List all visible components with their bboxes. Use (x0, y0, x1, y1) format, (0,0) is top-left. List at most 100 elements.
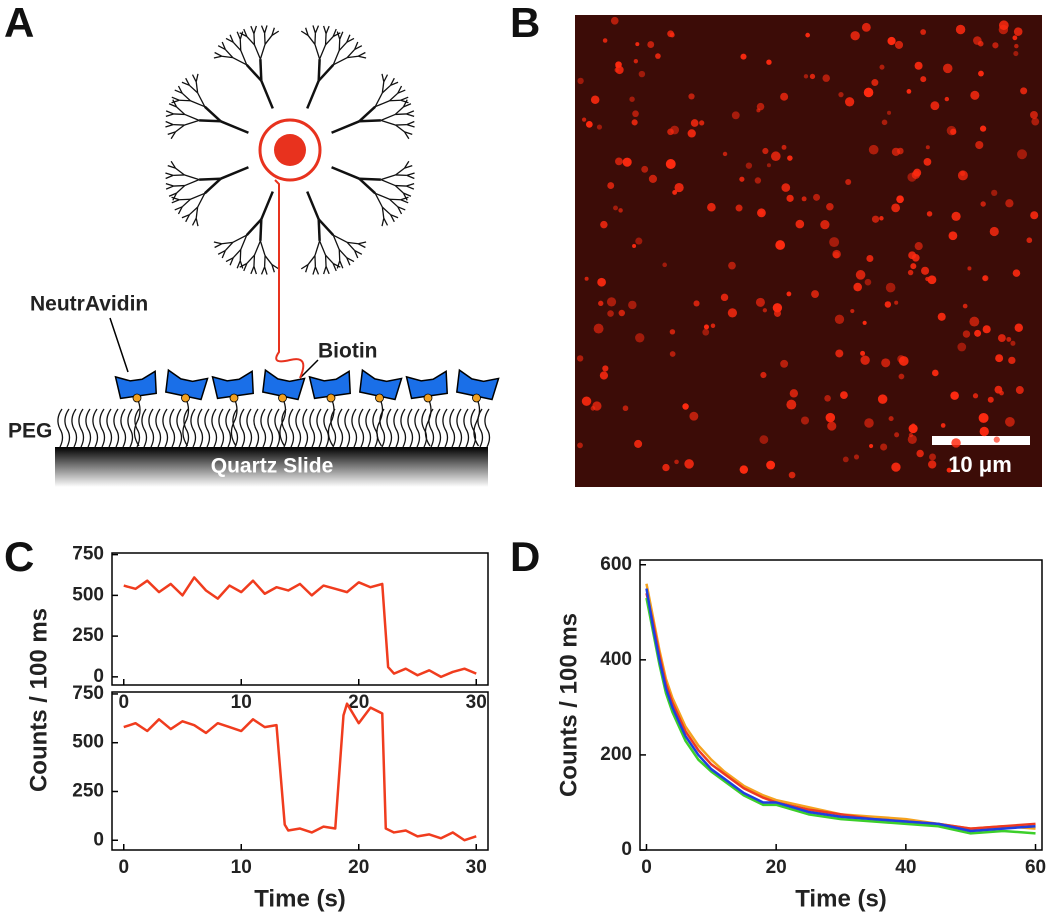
dendron (322, 25, 327, 34)
spot (861, 22, 871, 32)
dendron (397, 206, 403, 215)
spot (631, 119, 638, 126)
spot (684, 459, 694, 469)
dendron (317, 218, 335, 237)
dendron (253, 25, 258, 34)
spot (635, 42, 640, 47)
plot-frame (111, 691, 489, 851)
spot (914, 61, 923, 70)
spot (740, 53, 747, 60)
scale-bar (932, 436, 1030, 445)
spot (800, 416, 810, 425)
dendron (400, 96, 409, 101)
spot (991, 189, 998, 196)
dendron (191, 217, 197, 226)
x-axis-label: Time (s) (795, 885, 887, 912)
peg (358, 408, 365, 448)
spot (669, 329, 676, 335)
spot (853, 282, 862, 292)
spot (648, 174, 658, 183)
y-tick-label: 0 (621, 839, 632, 860)
dendron (263, 266, 268, 275)
dendron (199, 177, 221, 181)
spot (607, 310, 614, 317)
peg (442, 408, 449, 448)
dendron (402, 192, 408, 201)
y-axis-label: Counts / 100 ms (555, 613, 582, 797)
spot (908, 251, 917, 260)
spot (853, 454, 860, 460)
dendron (389, 92, 399, 102)
spot (891, 462, 901, 472)
dendron (229, 257, 234, 266)
dendron (172, 192, 178, 201)
dendron (383, 74, 389, 83)
spot (969, 316, 980, 327)
dendron (221, 41, 226, 50)
peg (253, 408, 260, 448)
dendron (243, 28, 248, 37)
spot (920, 76, 927, 83)
peg (386, 408, 393, 448)
spot (838, 91, 844, 98)
dendron (306, 80, 320, 109)
dendron (406, 110, 415, 115)
neutravidin (164, 368, 209, 401)
peg (99, 408, 106, 448)
dendron (380, 113, 396, 121)
peg (351, 408, 358, 448)
dendron (381, 81, 385, 93)
dendron (402, 99, 408, 108)
peg (141, 408, 148, 448)
dendron (390, 214, 399, 219)
spot (914, 242, 923, 251)
spot (863, 87, 874, 98)
spot (1006, 336, 1012, 342)
dendron (165, 182, 174, 187)
neutravidin (308, 370, 351, 400)
dendron (165, 174, 174, 180)
dendron (181, 198, 191, 208)
spot (913, 168, 922, 177)
dendron (346, 34, 351, 43)
spot (618, 208, 623, 213)
biotin (375, 393, 384, 403)
dendron (172, 99, 178, 108)
spot (606, 297, 617, 307)
spot (950, 391, 959, 400)
dendron (239, 260, 244, 269)
spot (607, 182, 615, 190)
spot (1017, 149, 1028, 160)
dendron (185, 214, 190, 223)
dendron (374, 193, 383, 208)
dendron (380, 174, 396, 181)
peg (78, 408, 85, 448)
spot (993, 436, 1000, 443)
peg (134, 408, 141, 448)
spot (682, 403, 689, 410)
peg (120, 408, 127, 448)
peg (148, 408, 155, 448)
spot (879, 216, 884, 221)
dendron (259, 44, 266, 60)
peg (288, 408, 295, 448)
dendron (214, 51, 223, 57)
spot (887, 36, 896, 46)
series-line (645, 597, 1036, 835)
dendron (354, 45, 363, 50)
spot (862, 320, 867, 325)
spot (766, 163, 771, 168)
dendron (217, 250, 226, 255)
spot (635, 333, 645, 343)
dendron (383, 217, 389, 226)
spot (894, 40, 904, 49)
spot (739, 176, 745, 182)
dendron (232, 234, 247, 243)
spot (896, 195, 904, 204)
dendron (338, 249, 348, 259)
spot (880, 443, 888, 451)
dendron (203, 177, 222, 195)
peg (449, 408, 456, 448)
spot (897, 147, 904, 155)
spot (756, 108, 761, 113)
